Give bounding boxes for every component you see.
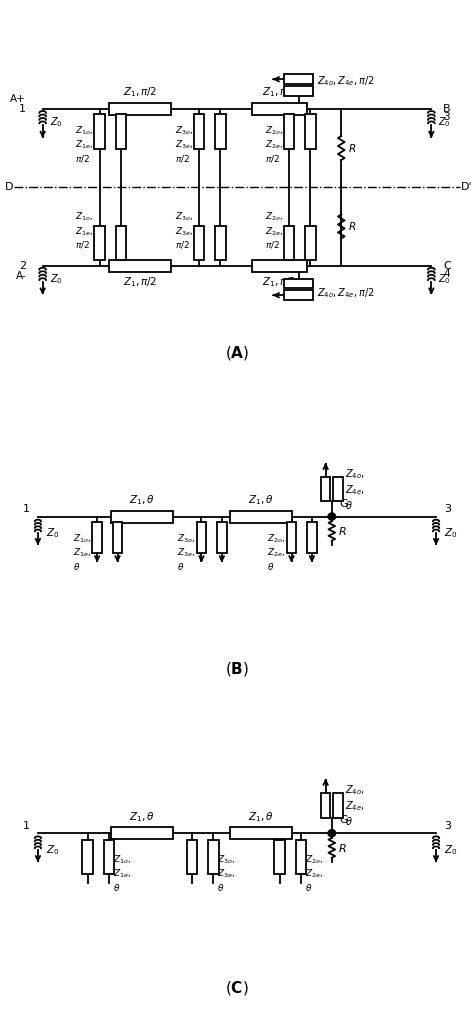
Text: $Z_0$: $Z_0$ [438,116,451,129]
Bar [296,840,306,874]
Bar [321,477,330,501]
Text: $Z_1, \pi/2$: $Z_1, \pi/2$ [123,275,157,289]
Bar [208,840,219,874]
Bar [321,793,330,817]
Bar [252,260,308,272]
Bar [215,115,226,149]
Text: 3: 3 [445,504,452,514]
Text: $R$: $R$ [348,142,356,154]
Bar [217,522,227,553]
Text: A+: A+ [10,93,26,103]
Text: C: C [443,261,451,271]
Bar [109,102,171,115]
Text: D': D' [461,183,473,193]
Bar [104,840,114,874]
Bar [284,279,313,288]
Bar [284,290,313,300]
Bar [194,115,204,149]
Text: $R$: $R$ [338,842,347,854]
Circle shape [328,513,336,520]
Text: A-: A- [16,271,26,281]
Bar [333,793,343,817]
Text: $Z_{3o},$
$Z_{3e},$
$\pi/2$: $Z_{3o},$ $Z_{3e},$ $\pi/2$ [175,211,193,250]
Bar [92,522,102,553]
Text: $(\mathbf{B})$: $(\mathbf{B})$ [225,660,249,678]
Text: $Z_{1o},$
$Z_{1e},$
$\theta$: $Z_{1o},$ $Z_{1e},$ $\theta$ [73,532,91,572]
Text: $Z_0$: $Z_0$ [46,526,59,540]
Text: $Z_1, \pi/2$: $Z_1, \pi/2$ [123,85,157,99]
Text: 1: 1 [22,821,29,831]
Circle shape [328,829,336,837]
Text: $Z_{4o}, Z_{4e}, \pi/2$: $Z_{4o}, Z_{4e}, \pi/2$ [317,74,374,88]
Text: $Z_{4o}, Z_{4e}, \pi/2$: $Z_{4o}, Z_{4e}, \pi/2$ [317,287,374,300]
Bar [230,827,292,840]
Text: $Z_0$: $Z_0$ [50,116,63,129]
Bar [284,225,294,261]
Bar [94,225,105,261]
Bar [230,511,292,522]
Text: 3: 3 [445,821,452,831]
Text: G: G [339,499,347,509]
Text: $Z_1, \pi/2$: $Z_1, \pi/2$ [263,85,297,99]
Text: $Z_{1o},$
$Z_{1e},$
$\pi/2$: $Z_{1o},$ $Z_{1e},$ $\pi/2$ [75,211,94,250]
Bar [111,827,173,840]
Text: $Z_{1o},$
$Z_{1e},$
$\pi/2$: $Z_{1o},$ $Z_{1e},$ $\pi/2$ [75,124,94,163]
Text: $Z_1, \theta$: $Z_1, \theta$ [248,810,273,823]
Text: $(\mathbf{C})$: $(\mathbf{C})$ [225,980,249,997]
Bar [82,840,93,874]
Text: $Z_1, \theta$: $Z_1, \theta$ [129,493,155,507]
Text: $Z_0$: $Z_0$ [46,844,59,857]
Text: $Z_{2o},$
$Z_{2e},$
$\pi/2$: $Z_{2o},$ $Z_{2e},$ $\pi/2$ [265,211,283,250]
Text: G: G [339,815,347,825]
Bar [194,225,204,261]
Bar [94,115,105,149]
Bar [109,260,171,272]
Text: $Z_1, \pi/2$: $Z_1, \pi/2$ [263,275,297,289]
Bar [116,115,126,149]
Bar [305,225,316,261]
Text: 1: 1 [22,504,29,514]
Text: 2: 2 [19,261,26,271]
Text: $Z_{1o},$
$Z_{1e},$
$\theta$: $Z_{1o},$ $Z_{1e},$ $\theta$ [113,854,131,893]
Text: $Z_0$: $Z_0$ [50,272,63,286]
Text: 1: 1 [19,103,26,114]
Text: $R$: $R$ [348,220,356,232]
Bar [215,225,226,261]
Bar [274,840,285,874]
Text: $R$: $R$ [338,525,347,537]
Text: $Z_1, \theta$: $Z_1, \theta$ [129,810,155,823]
Bar [116,225,126,261]
Text: $Z_{2o},$
$Z_{2e},$
$\theta$: $Z_{2o},$ $Z_{2e},$ $\theta$ [305,854,323,893]
Text: $Z_1, \theta$: $Z_1, \theta$ [248,493,273,507]
Text: $Z_0$: $Z_0$ [438,272,451,286]
Text: 3: 3 [443,113,450,123]
Bar [187,840,197,874]
Text: $Z_{3o},$
$Z_{3e},$
$\theta$: $Z_{3o},$ $Z_{3e},$ $\theta$ [217,854,236,893]
Text: $Z_{2o},$
$Z_{2e},$
$\theta$: $Z_{2o},$ $Z_{2e},$ $\theta$ [267,532,286,572]
Text: $Z_{3o},$
$Z_{3e},$
$\pi/2$: $Z_{3o},$ $Z_{3e},$ $\pi/2$ [175,124,193,163]
Bar [284,86,313,95]
Bar [197,522,206,553]
Text: $Z_{2o},$
$Z_{2e},$
$\pi/2$: $Z_{2o},$ $Z_{2e},$ $\pi/2$ [265,124,283,163]
Text: $Z_{3o},$
$Z_{3e},$
$\theta$: $Z_{3o},$ $Z_{3e},$ $\theta$ [177,532,196,572]
Text: $Z_{4o},$
$Z_{4e},$
$\theta$: $Z_{4o},$ $Z_{4e},$ $\theta$ [345,784,365,827]
Bar [307,522,317,553]
Text: B: B [443,103,451,114]
Bar [287,522,296,553]
Bar [111,511,173,522]
Text: $(\mathbf{A})$: $(\mathbf{A})$ [225,344,249,362]
Bar [333,477,343,501]
Text: $Z_{4o},$
$Z_{4e},$
$\theta$: $Z_{4o},$ $Z_{4e},$ $\theta$ [345,467,365,511]
Text: 4: 4 [443,269,450,279]
Text: $Z_0$: $Z_0$ [444,844,457,857]
Text: D: D [5,183,13,193]
Text: $Z_0$: $Z_0$ [444,526,457,540]
Bar [305,115,316,149]
Bar [284,115,294,149]
Bar [284,74,313,84]
Bar [252,102,308,115]
Bar [113,522,122,553]
